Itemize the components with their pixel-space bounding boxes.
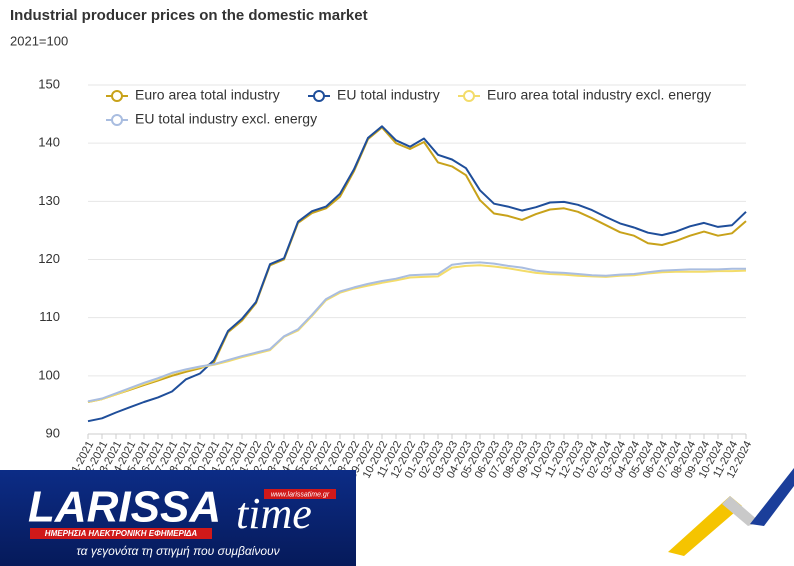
series-line bbox=[87, 125, 747, 423]
y-tick-label: 140 bbox=[38, 135, 60, 150]
y-tick-label: 90 bbox=[46, 425, 60, 440]
legend: Euro area total industry EU total industr… bbox=[106, 87, 711, 127]
logo-tagline: ΗΜΕΡΗΣΙΑ ΗΛΕΚΤΡΟΝΙΚΗ ΕΦΗΜΕΡΙΔΑ bbox=[45, 529, 198, 538]
grid: 90 100 110 120 130 140 150 bbox=[38, 76, 746, 440]
stripe bbox=[722, 496, 760, 526]
chart-subtitle: 2021=100 bbox=[10, 33, 68, 48]
legend-label: EU total industry excl. energy bbox=[135, 111, 317, 127]
y-tick-label: 110 bbox=[39, 309, 60, 324]
y-tick-label: 120 bbox=[38, 251, 60, 266]
y-tick-label: 100 bbox=[38, 367, 60, 382]
logo-box bbox=[0, 470, 356, 566]
logo-url: www.larissatime.gr bbox=[271, 491, 330, 498]
legend-marker bbox=[463, 90, 475, 102]
stripe bbox=[668, 496, 742, 556]
y-tick-label: 130 bbox=[38, 193, 60, 208]
stripe bbox=[750, 468, 794, 526]
series-line bbox=[87, 126, 747, 403]
url-box bbox=[264, 489, 336, 499]
series-line bbox=[87, 261, 746, 403]
logo-slogan: τα γεγονότα τη στιγμή που συμβαίνουν bbox=[76, 544, 279, 558]
legend-label: Euro area total industry bbox=[135, 87, 280, 103]
decoration bbox=[668, 468, 794, 556]
logo-brand: LARISSA bbox=[28, 483, 221, 532]
y-tick-label: 150 bbox=[38, 76, 60, 91]
legend-marker bbox=[111, 90, 123, 102]
legend-marker bbox=[313, 90, 325, 102]
chart-title: Industrial producer prices on the domest… bbox=[10, 7, 368, 24]
tagline-box bbox=[30, 528, 212, 539]
legend-label: EU total industry bbox=[337, 87, 440, 103]
lines bbox=[87, 125, 747, 423]
legend-marker bbox=[111, 114, 123, 126]
legend-label: Euro area total industry excl. energy bbox=[487, 87, 711, 103]
logo: LARISSA time www.larissatime.gr ΗΜΕΡΗΣΙΑ… bbox=[0, 470, 356, 566]
